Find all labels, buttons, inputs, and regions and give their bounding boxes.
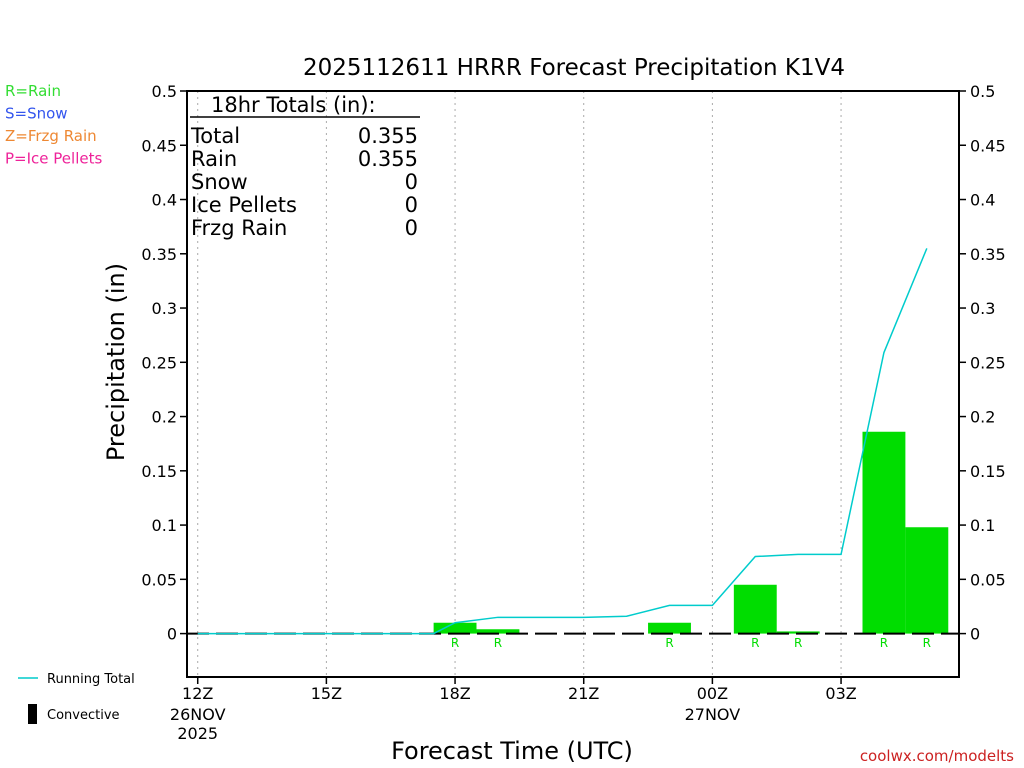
totals-row-label: Snow [191, 170, 248, 194]
precip-type-legend: R=Rain S=Snow Z=Frzg Rain P=Ice Pellets [5, 82, 102, 168]
y-tick-label: 0.05 [141, 570, 177, 589]
precip-type-letter: R [451, 636, 459, 650]
convective-legend-swatch [28, 704, 37, 724]
precip-bar [776, 631, 820, 634]
type-legend-entry: S=Snow [5, 105, 68, 123]
plot-frame [186, 90, 960, 678]
precip-type-letter: R [923, 636, 931, 650]
x-tick-date-label: 26NOV [170, 705, 226, 724]
y-tick-label: 0.1 [152, 516, 177, 535]
y-tick-label: 0.5 [970, 82, 995, 101]
totals-row-value: 0 [405, 193, 418, 217]
totals-box: 18hr Totals (in): Total 0.355 Rain 0.355 Snow… [190, 93, 420, 240]
type-legend-entry: R=Rain [5, 82, 61, 100]
y-tick-label: 0.25 [970, 353, 1006, 372]
precip-bar [862, 431, 906, 634]
precip-type-letter: R [665, 636, 673, 650]
precip-bars [433, 431, 949, 634]
totals-row-value: 0 [405, 170, 418, 194]
y-tick-label: 0.45 [970, 136, 1006, 155]
y-axis-label: Precipitation (in) [102, 263, 130, 461]
credit-text: coolwx.com/modelts [860, 747, 1014, 765]
totals-row-label: Rain [191, 147, 237, 171]
x-tick-label: 00Z [697, 684, 728, 703]
totals-row-label: Total [190, 124, 240, 148]
y-tick-label: 0.15 [970, 462, 1006, 481]
y-tick-label: 0.1 [970, 516, 995, 535]
type-legend-entry: P=Ice Pellets [5, 150, 102, 168]
y-tick-label: 0.3 [970, 299, 995, 318]
totals-row-value: 0 [405, 216, 418, 240]
precip-bar [905, 527, 949, 634]
precip-bar [433, 622, 477, 634]
precip-type-letter: R [794, 636, 802, 650]
totals-row-value: 0.355 [358, 147, 418, 171]
y-tick-label: 0.4 [970, 191, 995, 210]
totals-header: 18hr Totals (in): [211, 93, 376, 117]
y-tick-label: 0 [970, 625, 980, 644]
precip-type-letter: R [751, 636, 759, 650]
y-tick-label: 0.5 [152, 82, 177, 101]
y-tick-label: 0.45 [141, 136, 177, 155]
precip-type-letter: R [880, 636, 888, 650]
totals-row-value: 0.355 [358, 124, 418, 148]
x-tick-label: 12Z [182, 684, 213, 703]
y-tick-label: 0.25 [141, 353, 177, 372]
y-axis-left: 0 0.05 0.1 0.15 0.2 0.25 0.3 0.35 0.4 0.45 0.5 [141, 82, 187, 644]
x-tick-year-label: 2025 [177, 724, 218, 743]
precip-bar [648, 622, 691, 634]
series-legend-label: Convective [47, 708, 120, 723]
totals-row-label: Ice Pellets [191, 193, 297, 217]
type-legend-entry: Z=Frzg Rain [5, 127, 97, 145]
y-tick-label: 0.3 [152, 299, 177, 318]
y-tick-label: 0 [167, 625, 177, 644]
y-tick-label: 0.2 [970, 408, 995, 427]
x-tick-date-label: 27NOV [685, 705, 741, 724]
x-axis-label: Forecast Time (UTC) [391, 737, 633, 765]
x-gridlines [197, 91, 842, 677]
x-tick-label: 15Z [311, 684, 342, 703]
precip-type-letter: R [494, 636, 502, 650]
totals-row-label: Frzg Rain [191, 216, 287, 240]
running-total-line [197, 248, 928, 635]
series-legend: Running Total Convective [18, 672, 135, 724]
x-tick-label: 21Z [568, 684, 599, 703]
chart-title: 2025112611 HRRR Forecast Precipitation K… [303, 55, 845, 81]
y-tick-label: 0.35 [141, 245, 177, 264]
precip-bar [733, 584, 777, 634]
y-tick-label: 0.35 [970, 245, 1006, 264]
y-tick-label: 0.2 [152, 408, 177, 427]
x-tick-label: 03Z [825, 684, 856, 703]
series-legend-label: Running Total [47, 672, 135, 687]
y-tick-label: 0.05 [970, 570, 1006, 589]
y-axis-right: 0 0.05 0.1 0.15 0.2 0.25 0.3 0.35 0.4 0.45 0.5 [959, 82, 1006, 644]
precip-bar [476, 629, 520, 634]
x-tick-label: 18Z [439, 684, 470, 703]
y-tick-label: 0.4 [152, 191, 177, 210]
y-tick-label: 0.15 [141, 462, 177, 481]
